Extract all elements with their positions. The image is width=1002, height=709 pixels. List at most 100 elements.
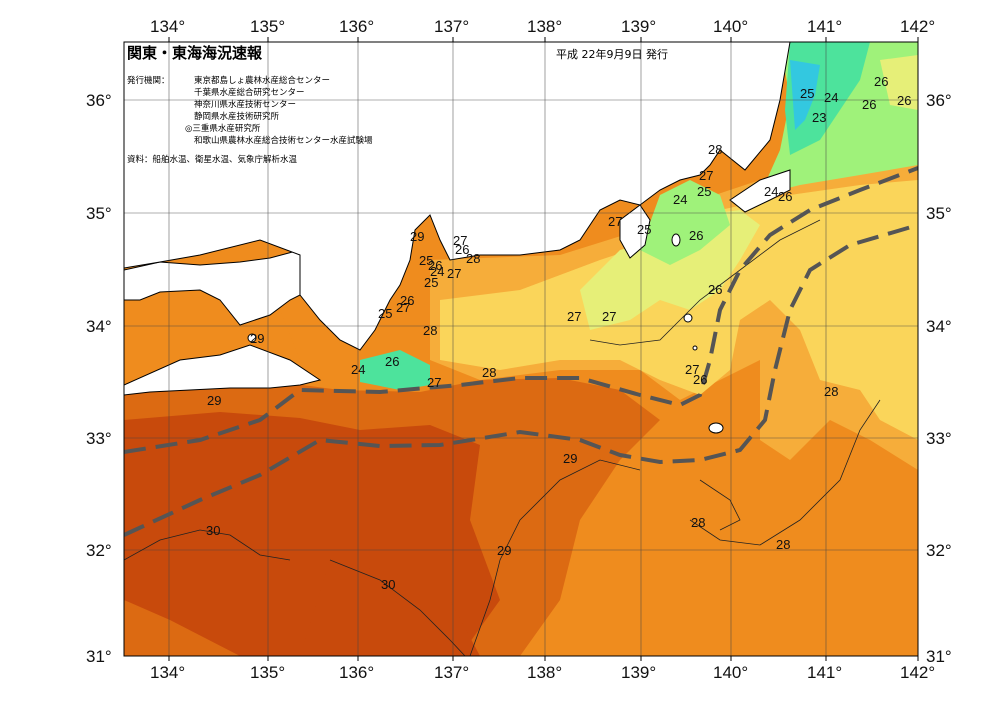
issuer-org: 和歌山県農林水産総合技術センター水産試験場 [194,135,373,146]
contour-label: 25 [697,184,711,199]
lat-tick-label: 32° [86,541,112,560]
lon-tick-label: 138° [527,17,562,36]
lon-tick-label: 134° [150,663,185,682]
contour-label: 28 [708,142,722,157]
lat-tick-label: 36° [86,91,112,110]
contour-label: 27 [427,375,441,390]
grid [124,42,918,656]
contour-label: 26 [862,97,876,112]
contour-label: 26 [400,293,414,308]
contour-label: 28 [482,365,496,380]
contour-label: 25 [378,306,392,321]
lat-tick-label: 31° [926,647,952,666]
contour-label: 25 [800,86,814,101]
contour-label: 26 [897,93,911,108]
land-boso [729,169,791,213]
issuer-org: 千葉県水産総合研究センター [194,87,305,98]
lon-tick-label: 141° [807,17,842,36]
land-awaji [247,333,257,343]
contour-label: 28 [776,537,790,552]
lon-tick-label: 141° [807,663,842,682]
map-title: 関東・東海海況速報 [127,44,263,62]
contour-label: 27 [447,266,461,281]
kuroshio-north-line [124,166,918,454]
contour-label: 25 [419,253,433,268]
lat-tick-label: 35° [86,204,112,223]
contour-label: 26 [693,372,707,387]
contour-label: 26 [874,74,888,89]
contour-label: 25 [424,275,438,290]
sst-band-26 [440,180,918,440]
contour-label: 26 [708,282,722,297]
issuer-org: 静岡県水産技術研究所 [194,111,280,122]
sst-band-25-east [880,55,918,110]
issuer-org: ◎三重県水産研究所 [185,123,261,134]
map-plot-area: 25 24 26 26 26 23 28 27 25 24 24 26 27 2… [124,42,918,656]
issuers-label: 発行機関： [127,75,170,86]
lon-tick-label: 139° [621,17,656,36]
lon-tick-label: 139° [621,663,656,682]
contour-label: 24 [430,264,444,279]
lon-tick-label: 135° [250,663,285,682]
sst-band-30b [300,560,480,656]
header-block: 関東・東海海況速報 平成 22年9月9日 発行 発行機関： 東京都島しょ農林水産… [127,44,668,165]
lat-tick-label: 31° [86,647,112,666]
contour-label: 24 [351,362,365,377]
contour-label: 27 [453,233,467,248]
sst-band-25 [580,210,760,330]
lat-tick-label: 36° [926,91,952,110]
land [124,42,791,434]
contour-label: 27 [685,362,699,377]
land-kii [124,344,322,396]
contour-label: 26 [385,354,399,369]
contour-label: 28 [824,384,838,399]
contour-label: 28 [691,515,705,530]
contour-label: 29 [250,331,264,346]
contour-label: 26 [428,258,442,273]
contour-label: 28 [423,323,437,338]
contour-label: 24 [764,184,778,199]
contour-label: 27 [567,309,581,324]
land-oshima [671,233,681,247]
kuroshio-south-line [124,223,918,537]
land-hachijo [708,422,724,434]
contour-label: 24 [824,90,838,105]
lat-labels-right: 36° 35° 34° 33° 32° 31° [926,91,952,666]
contour-label: 27 [602,309,616,324]
contour-label: 29 [497,543,511,558]
sst-band-24 [640,180,730,265]
land-izu [619,204,651,259]
lon-tick-label: 134° [150,17,185,36]
contour-label: 23 [812,110,826,125]
lat-tick-label: 35° [926,204,952,223]
lon-tick-label: 137° [434,17,469,36]
land-honshu [124,42,791,351]
lon-tick-label: 138° [527,663,562,682]
contour-label: 25 [637,222,651,237]
contour-label: 26 [689,228,703,243]
lat-tick-label: 34° [926,317,952,336]
land-niijima [683,313,693,323]
lat-tick-label: 33° [926,429,952,448]
lon-tick-label: 142° [900,17,935,36]
contour-labels: 25 24 26 26 26 23 28 27 25 24 24 26 27 2… [206,74,911,592]
contour-label: 26 [778,189,792,204]
contour-label: 28 [466,251,480,266]
issue-date: 平成 22年9月9日 発行 [556,47,668,61]
lon-tick-label: 136° [339,17,374,36]
contour-label: 29 [410,229,424,244]
sst-band-24-ise [360,350,430,390]
lat-labels-left: 36° 35° 34° 33° 32° 31° [86,91,112,666]
lon-tick-label: 135° [250,17,285,36]
contour-label: 29 [207,393,221,408]
lon-tick-label: 140° [713,663,748,682]
kuroshio-lines [124,166,918,537]
lon-labels-top: 134° 135° 136° 137° 138° 139° 140° 141° … [150,17,935,36]
contour-label: 27 [608,214,622,229]
plot-border [123,41,919,657]
issuer-org: 東京都島しょ農林水産総合センター [194,75,330,86]
contour-label: 26 [455,242,469,257]
contour-label: 30 [206,523,220,538]
lon-labels-bottom: 134° 135° 136° 137° 138° 139° 140° 141° … [150,663,935,682]
